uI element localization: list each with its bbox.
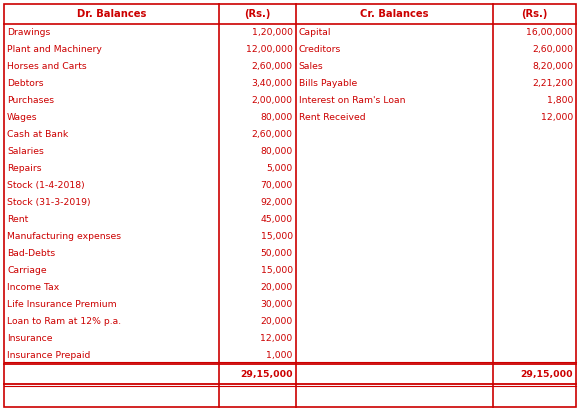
Text: Cash at Bank: Cash at Bank	[7, 130, 68, 139]
Text: 50,000: 50,000	[260, 249, 293, 258]
Text: Income Tax: Income Tax	[7, 283, 59, 292]
Text: 80,000: 80,000	[260, 147, 293, 156]
Text: 2,60,000: 2,60,000	[252, 62, 293, 71]
Text: Creditors: Creditors	[299, 45, 341, 54]
Text: 16,00,000: 16,00,000	[526, 28, 573, 37]
Text: 20,000: 20,000	[260, 317, 293, 326]
Text: 2,60,000: 2,60,000	[252, 130, 293, 139]
Text: Capital: Capital	[299, 28, 331, 37]
Text: 1,20,000: 1,20,000	[252, 28, 293, 37]
Text: Interest on Ram's Loan: Interest on Ram's Loan	[299, 96, 405, 105]
Text: Cr. Balances: Cr. Balances	[360, 9, 429, 19]
Text: 80,000: 80,000	[260, 113, 293, 122]
Text: Horses and Carts: Horses and Carts	[7, 62, 87, 71]
Text: 92,000: 92,000	[260, 198, 293, 207]
Text: Plant and Machinery: Plant and Machinery	[7, 45, 102, 54]
Text: (Rs.): (Rs.)	[244, 9, 270, 19]
Text: Manufacturing expenses: Manufacturing expenses	[7, 232, 121, 241]
Text: 2,21,200: 2,21,200	[532, 79, 573, 88]
Text: 5,000: 5,000	[266, 164, 293, 173]
Text: Drawings: Drawings	[7, 28, 50, 37]
Text: 1,000: 1,000	[266, 351, 293, 360]
Text: 29,15,000: 29,15,000	[520, 369, 573, 379]
Text: Purchases: Purchases	[7, 96, 54, 105]
Text: 45,000: 45,000	[260, 215, 293, 224]
Text: 30,000: 30,000	[260, 300, 293, 309]
Text: (Rs.): (Rs.)	[521, 9, 548, 19]
Text: Carriage: Carriage	[7, 266, 46, 275]
Text: Insurance Prepaid: Insurance Prepaid	[7, 351, 90, 360]
Text: Sales: Sales	[299, 62, 324, 71]
Text: Salaries: Salaries	[7, 147, 44, 156]
Text: 29,15,000: 29,15,000	[240, 369, 293, 379]
Text: Repairs: Repairs	[7, 164, 42, 173]
Text: 12,00,000: 12,00,000	[246, 45, 293, 54]
Text: Loan to Ram at 12% p.a.: Loan to Ram at 12% p.a.	[7, 317, 121, 326]
Text: Stock (1-4-2018): Stock (1-4-2018)	[7, 181, 85, 190]
Text: 1,800: 1,800	[546, 96, 573, 105]
Text: 3,40,000: 3,40,000	[252, 79, 293, 88]
Text: Stock (31-3-2019): Stock (31-3-2019)	[7, 198, 90, 207]
Text: Bad-Debts: Bad-Debts	[7, 249, 55, 258]
Text: 15,000: 15,000	[260, 232, 293, 241]
Text: Dr. Balances: Dr. Balances	[77, 9, 146, 19]
Text: Life Insurance Premium: Life Insurance Premium	[7, 300, 117, 309]
Text: 2,60,000: 2,60,000	[532, 45, 573, 54]
Text: 12,000: 12,000	[541, 113, 573, 122]
Text: Bills Payable: Bills Payable	[299, 79, 357, 88]
Text: 15,000: 15,000	[260, 266, 293, 275]
Text: 12,000: 12,000	[260, 334, 293, 343]
Text: Wages: Wages	[7, 113, 38, 122]
Text: 8,20,000: 8,20,000	[532, 62, 573, 71]
Text: 70,000: 70,000	[260, 181, 293, 190]
Text: 20,000: 20,000	[260, 283, 293, 292]
Text: Rent Received: Rent Received	[299, 113, 365, 122]
Text: Insurance: Insurance	[7, 334, 53, 343]
Text: 2,00,000: 2,00,000	[252, 96, 293, 105]
Text: Rent: Rent	[7, 215, 28, 224]
Text: Debtors: Debtors	[7, 79, 44, 88]
